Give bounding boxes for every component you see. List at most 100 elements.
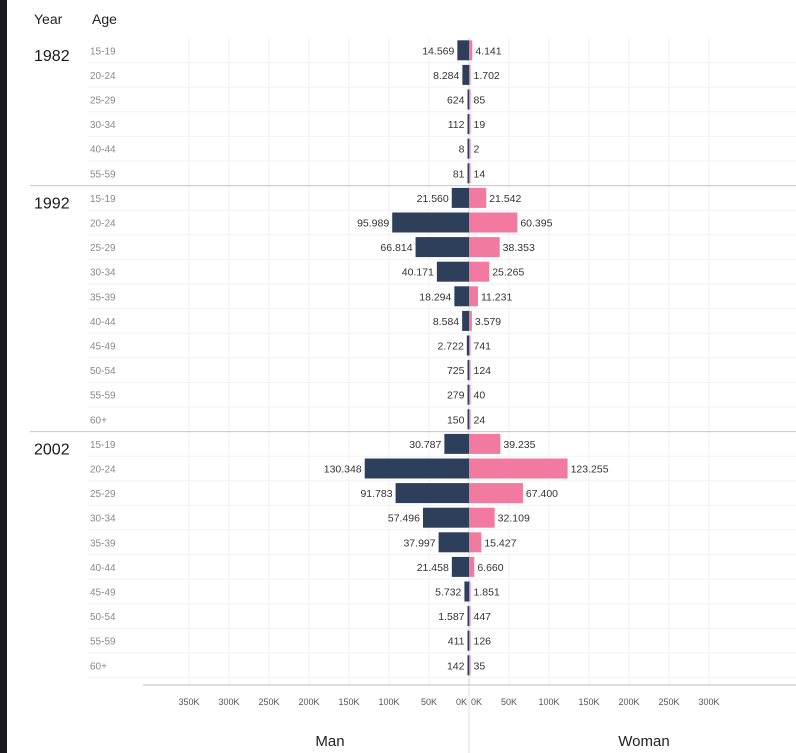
age-label: 40-44 (90, 145, 116, 156)
woman-bar (469, 458, 568, 479)
man-bar (444, 433, 469, 454)
man-value-label: 21.458 (417, 562, 449, 574)
woman-value-label: 40 (474, 390, 486, 402)
man-value-label: 57.496 (388, 513, 420, 525)
woman-bar (469, 310, 472, 331)
year-label: 1982 (34, 48, 70, 65)
man-value-label: 150 (447, 414, 465, 426)
woman-value-label: 39.235 (503, 439, 535, 451)
woman-value-label: 32.109 (498, 513, 530, 525)
man-bar (451, 556, 469, 577)
x-tick-label: 350K (178, 697, 199, 707)
man-bar (436, 261, 469, 282)
woman-bar (469, 581, 471, 602)
man-value-label: 95.989 (357, 218, 389, 230)
age-column-header: Age (92, 11, 117, 27)
age-label: 25-29 (90, 96, 116, 107)
woman-value-label: 123.255 (571, 464, 609, 476)
age-label: 40-44 (90, 317, 116, 328)
age-label: 15-19 (90, 194, 116, 205)
x-tick-label: 150K (578, 697, 599, 707)
woman-value-label: 1.851 (474, 587, 500, 599)
woman-bar (469, 360, 471, 381)
woman-value-label: 67.400 (526, 488, 558, 500)
woman-bar (469, 261, 490, 282)
man-value-label: 40.171 (402, 267, 434, 279)
x-tick-label: 300K (698, 697, 719, 707)
age-label: 60+ (90, 661, 107, 672)
woman-value-label: 741 (474, 341, 492, 353)
man-value-label: 130.348 (324, 464, 362, 476)
woman-value-label: 2 (474, 144, 480, 156)
age-label: 40-44 (90, 563, 116, 574)
woman-value-label: 15.427 (484, 537, 516, 549)
man-bar (415, 237, 469, 258)
age-label: 60+ (90, 415, 107, 426)
age-label: 55-59 (90, 637, 116, 648)
man-bar (467, 384, 469, 405)
woman-bar (469, 40, 473, 61)
woman-value-label: 11.231 (481, 291, 512, 303)
woman-value-label: 38.353 (503, 242, 535, 254)
man-bar (454, 286, 469, 307)
man-value-label: 725 (447, 365, 465, 377)
x-axis: 350K 300K 250K 200K 150K 100K 50K 0K 0K 50K 100K 15… (143, 684, 796, 753)
age-label: 50-54 (90, 612, 116, 623)
age-label: 20-24 (90, 219, 116, 230)
woman-bar (469, 89, 471, 110)
x-tick-label: 250K (658, 697, 679, 707)
age-label: 55-59 (90, 391, 116, 402)
age-label: 30-34 (90, 120, 116, 131)
woman-bar (469, 433, 501, 454)
woman-value-label: 3.579 (475, 316, 501, 328)
man-value-label: 624 (447, 95, 465, 107)
chart-panel (7, 0, 796, 753)
woman-bar (469, 114, 471, 135)
woman-value-label: 19 (474, 119, 486, 131)
age-label: 45-49 (90, 342, 116, 353)
man-value-label: 14.569 (422, 45, 454, 57)
man-bar (464, 581, 469, 602)
man-bar (364, 458, 469, 479)
man-bar (467, 409, 469, 430)
age-label: 45-49 (90, 588, 116, 599)
woman-bar (469, 138, 471, 159)
woman-bar (469, 483, 523, 504)
age-label: 15-19 (90, 46, 116, 57)
man-bar (462, 310, 469, 331)
row-labels: 1982 15-19 20-24 25-29 30-34 40-44 55-59 1992 15… (34, 46, 116, 672)
age-label: 30-34 (90, 514, 116, 525)
man-value-label: 66.814 (380, 242, 412, 254)
man-value-label: 2.722 (438, 341, 464, 353)
woman-bar (469, 409, 471, 430)
woman-bar (469, 163, 471, 184)
x-tick-label: 0K (456, 697, 467, 707)
man-value-label: 8.584 (433, 316, 459, 328)
x-tick-label: 200K (298, 697, 319, 707)
x-tick-label: 50K (421, 697, 437, 707)
man-bar (392, 212, 469, 233)
man-bar (467, 114, 469, 135)
man-bar (395, 483, 469, 504)
man-value-label: 30.787 (409, 439, 441, 451)
woman-bar (469, 556, 475, 577)
woman-value-label: 126 (474, 636, 492, 648)
man-value-label: 8 (459, 144, 465, 156)
man-bar (467, 606, 469, 627)
woman-bar (469, 532, 482, 553)
woman-bar (469, 335, 471, 356)
year-column-header: Year (34, 11, 63, 27)
woman-bar (469, 507, 495, 528)
man-value-label: 112 (448, 119, 465, 131)
man-value-label: 21.560 (417, 193, 449, 205)
age-label: 15-19 (90, 440, 116, 451)
woman-value-label: 60.395 (520, 218, 552, 230)
age-label: 20-24 (90, 71, 116, 82)
woman-value-label: 1.702 (474, 70, 500, 82)
man-bar (462, 64, 469, 85)
man-side-label: Man (315, 733, 344, 750)
man-value-label: 91.783 (360, 488, 392, 500)
woman-bar (469, 212, 518, 233)
x-tick-label: 300K (218, 697, 239, 707)
